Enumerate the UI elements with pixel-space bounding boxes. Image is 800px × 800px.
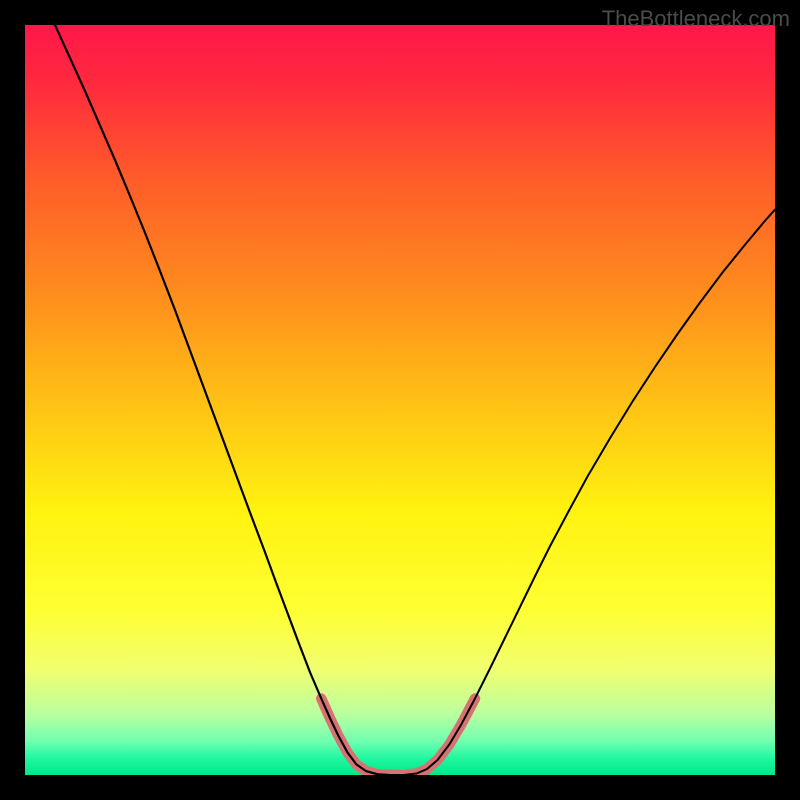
plot-svg (25, 25, 775, 775)
plot-area (25, 25, 775, 775)
gradient-background (25, 25, 775, 775)
watermark-label: TheBottleneck.com (602, 6, 790, 32)
chart-container: TheBottleneck.com (0, 0, 800, 800)
